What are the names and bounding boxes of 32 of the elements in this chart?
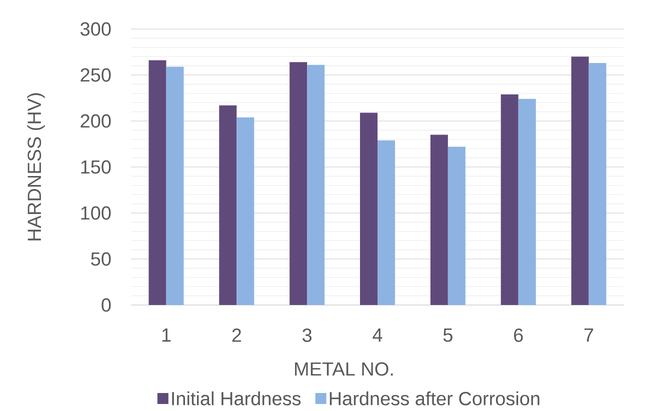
- bar: [378, 140, 396, 305]
- y-tick-label: 150: [81, 160, 111, 174]
- bar: [500, 94, 518, 305]
- x-tick-label: 6: [514, 328, 523, 342]
- bar: [219, 105, 237, 305]
- bar: [360, 112, 378, 305]
- y-tick-label: 0: [102, 298, 111, 312]
- x-axis-title: METAL NO.: [295, 362, 393, 376]
- bar: [307, 64, 325, 305]
- x-tick-label: 7: [584, 328, 594, 342]
- y-tick-label: 250: [80, 68, 111, 82]
- legend-label: Hardness after Corrosion: [330, 391, 540, 406]
- bar: [571, 56, 589, 305]
- bar: [236, 117, 254, 305]
- x-tick-label: 5: [443, 328, 452, 342]
- bar: [518, 98, 536, 305]
- y-tick-label: 100: [81, 206, 111, 220]
- y-tick-label: 200: [80, 114, 111, 128]
- x-tick-label: 4: [372, 328, 382, 342]
- bar: [290, 62, 308, 305]
- y-axis-title: HARDNESS (HV): [27, 93, 45, 240]
- x-tick-label: 1: [162, 328, 171, 342]
- y-tick-label: 50: [91, 252, 111, 266]
- bar: [430, 134, 448, 305]
- legend-label: Initial Hardness: [172, 391, 301, 406]
- bar: [448, 146, 466, 305]
- x-tick-label: 3: [302, 328, 312, 342]
- bar: [588, 63, 606, 305]
- bar: [166, 66, 184, 305]
- bar: [148, 60, 166, 305]
- x-tick-label: 2: [232, 328, 241, 342]
- y-tick-label: 300: [80, 22, 111, 36]
